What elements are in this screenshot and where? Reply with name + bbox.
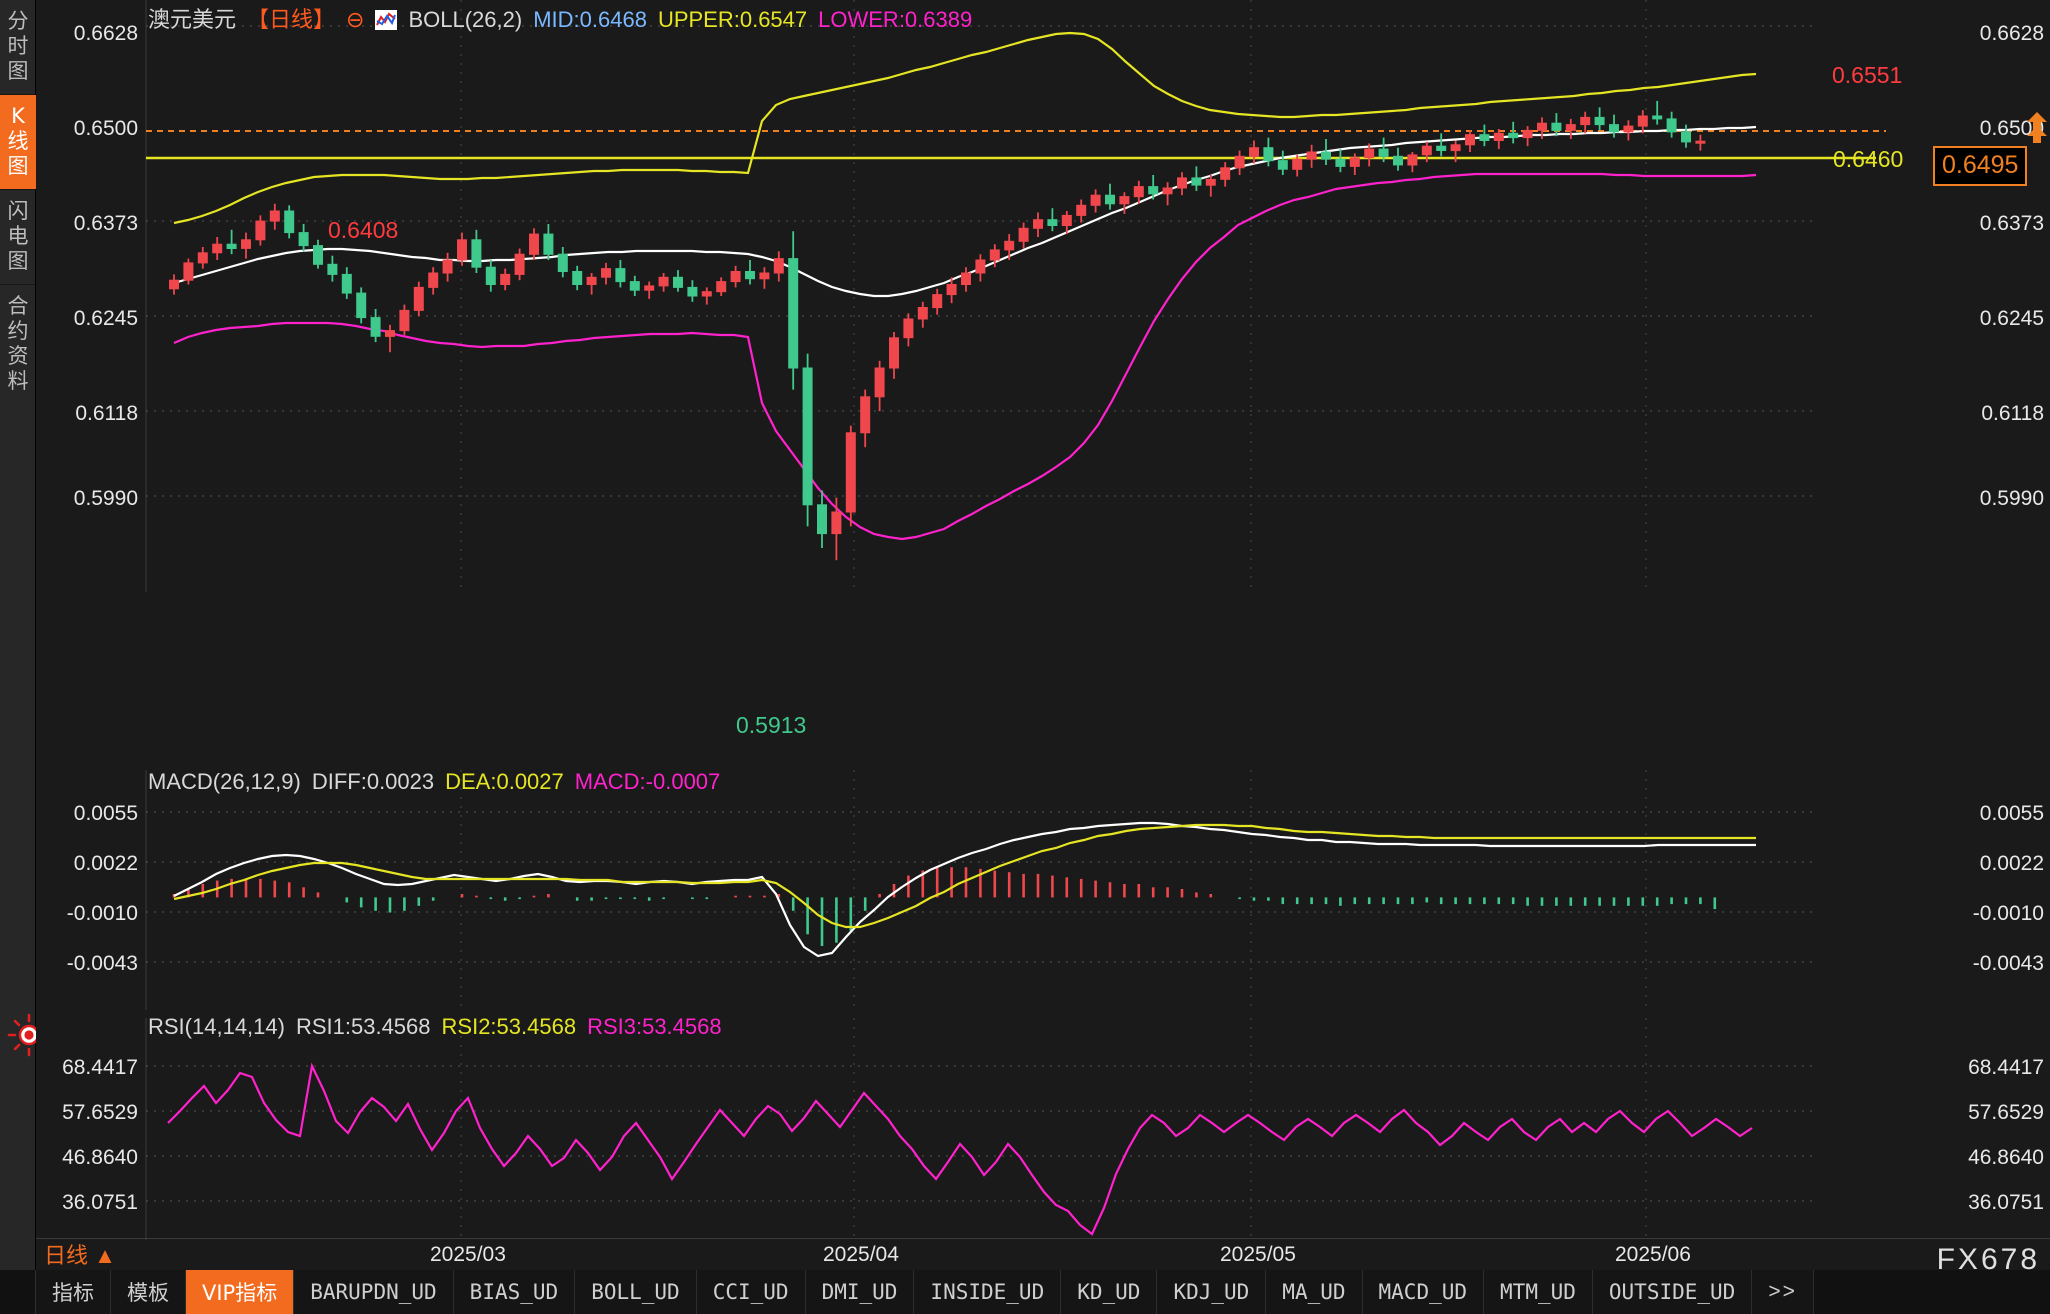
annotation-period-high: 0.6551 (1832, 62, 1903, 88)
macd-axis-label-right: 0.0022 (1979, 852, 2044, 875)
toolbar-btn-mtm-ud[interactable]: MTM_UD (1484, 1270, 1593, 1314)
toolbar-spacer (0, 1270, 36, 1314)
rsi-panel[interactable]: RSI(14,14,14) RSI1:53.4568 RSI2:53.4568 RSI… (36, 1014, 2050, 1240)
annotation-swing-low: 0.5913 (736, 712, 807, 738)
sidebar-item-contract-info[interactable]: 合约资料 (7, 294, 29, 393)
macd-value: MACD:-0.0007 (574, 769, 721, 794)
date-axis-label: 2025/05 (1220, 1243, 1296, 1266)
price-axis-label: 0.6373 (73, 212, 138, 235)
boll-upper-price-tag: 0.6460 (1833, 146, 1904, 172)
toolbar-btn-inside-ud[interactable]: INSIDE_UD (914, 1270, 1062, 1314)
period-label: 【日线】 (247, 7, 336, 32)
toolbar-btn-ma-ud[interactable]: MA_UD (1266, 1270, 1363, 1314)
toolbar-btn-cci-ud[interactable]: CCI_UD (696, 1270, 806, 1314)
boll-mid-value: MID:0.6468 (533, 7, 647, 32)
macd-axis-label-right: -0.0010 (1972, 902, 2044, 925)
annotation-swing-high: 0.6408 (328, 217, 399, 243)
period-tag[interactable]: 日线 ▲ (44, 1243, 116, 1268)
price-up-arrow-icon (2027, 112, 2047, 143)
price-plot[interactable] (36, 0, 2050, 592)
indicator-toolbar: 指标 模板 VIP指标 BARUPDN_UD BIAS_UD BOLL_UD C… (0, 1270, 2050, 1314)
sidebar-item-candlestick-chart[interactable]: K线图 (0, 95, 36, 189)
price-axis-label-right: 0.5990 (1979, 487, 2044, 510)
boll-name: BOLL(26,2) (408, 7, 523, 32)
toolbar-btn-boll-ud[interactable]: BOLL_UD (575, 1270, 697, 1314)
price-axis-label: 0.6118 (75, 402, 138, 425)
rsi-axis-label-right: 68.4417 (1968, 1056, 2044, 1079)
macd-histogram (172, 867, 1717, 946)
toolbar-btn-kdj-ud[interactable]: KDJ_UD (1157, 1270, 1267, 1314)
toolbar-btn-template[interactable]: 模板 (111, 1270, 186, 1314)
macd-axis-label: -0.0010 (66, 902, 138, 925)
macd-legend: MACD(26,12,9) DIFF:0.0023 DEA:0.0027 MACD:-… (148, 769, 731, 795)
toolbar-btn-outside-ud[interactable]: OUTSIDE_UD (1592, 1270, 1753, 1314)
rsi3-value: RSI3:53.4568 (587, 1014, 722, 1039)
macd-title: MACD(26,12,9) (148, 769, 301, 794)
macd-panel[interactable]: MACD(26,12,9) DIFF:0.0023 DEA:0.0027 MACD:-… (36, 769, 2050, 1010)
chart-stage[interactable]: 0.6628 0.6500 0.6373 0.6245 0.6118 0.599… (36, 0, 2050, 1314)
indicator-icon[interactable] (375, 10, 398, 30)
left-sidebar: 分时图 K线图 闪电图 合约资料 (0, 0, 36, 1270)
date-axis-label: 2025/04 (823, 1243, 899, 1266)
sidebar-item-timeshare-chart[interactable]: 分时图 (7, 9, 29, 83)
macd-plot[interactable] (36, 770, 2050, 1010)
price-axis-label: 0.6500 (73, 117, 138, 140)
rsi-axis-label-right: 46.8640 (1968, 1146, 2044, 1169)
date-axis: 2025/03 2025/04 2025/05 2025/06 (36, 1238, 2050, 1270)
boll-upper-value: UPPER:0.6547 (657, 7, 808, 32)
sidebar-divider (0, 284, 35, 285)
toolbar-btn-kd-ud[interactable]: KD_UD (1061, 1270, 1158, 1314)
toolbar-btn-bias-ud[interactable]: BIAS_UD (453, 1270, 576, 1314)
price-axis-label-right: 0.6245 (1979, 307, 2044, 330)
current-price-tag[interactable]: 0.6495 (1933, 146, 2028, 186)
date-axis-label: 2025/06 (1615, 1243, 1691, 1266)
rsi-plot[interactable] (36, 1018, 2050, 1240)
macd-axis-label-right: -0.0043 (1972, 952, 2044, 975)
price-axis-label-right: 0.6500 (1979, 117, 2044, 140)
macd-axis-label: 0.0055 (73, 802, 138, 825)
toolbar-btn-vip[interactable]: VIP指标 (186, 1270, 295, 1314)
toolbar-btn-scroll-more[interactable]: >> (1752, 1270, 1814, 1314)
rsi-axis-label: 68.4417 (62, 1056, 138, 1079)
sidebar-item-lightning-chart[interactable]: 闪电图 (7, 199, 29, 273)
period-toggle-icon[interactable]: ⊖ (346, 7, 365, 32)
price-axis-label-right: 0.6118 (1981, 402, 2044, 425)
rsi2-value: RSI2:53.4568 (441, 1014, 577, 1039)
rsi-axis-label: 57.6529 (62, 1101, 138, 1124)
macd-axis-label-right: 0.0055 (1979, 802, 2044, 825)
macd-axis-label: -0.0043 (66, 952, 138, 975)
price-panel[interactable]: 0.6628 0.6500 0.6373 0.6245 0.6118 0.599… (36, 0, 2050, 592)
boll-lower-value: LOWER:0.6389 (818, 7, 973, 32)
toolbar-btn-barupdn-ud[interactable]: BARUPDN_UD (294, 1270, 454, 1314)
rsi-axis-label: 36.0751 (62, 1191, 138, 1214)
symbol-label: 澳元美元 (148, 7, 237, 32)
toolbar-btn-indicator[interactable]: 指标 (36, 1270, 111, 1314)
macd-diff-value: DIFF:0.0023 (311, 769, 435, 794)
candlestick-series (169, 100, 1706, 561)
price-legend: 澳元美元 【日线】 ⊖ BOLL(26,2) MID:0.6468 UPPER:0.65… (148, 2, 983, 34)
price-axis-label: 0.6245 (73, 307, 138, 330)
price-axis-label-right: 0.6373 (1979, 212, 2044, 235)
rsi-axis-label-right: 36.0751 (1968, 1191, 2044, 1214)
rsi-title: RSI(14,14,14) (148, 1014, 285, 1039)
date-axis-label: 2025/03 (430, 1243, 506, 1266)
sidebar-divider (0, 94, 35, 95)
price-axis-label: 0.5990 (73, 487, 138, 510)
sidebar-divider (0, 189, 35, 190)
rsi-legend: RSI(14,14,14) RSI1:53.4568 RSI2:53.4568 RSI… (148, 1014, 733, 1040)
rsi-axis-label: 46.8640 (62, 1146, 138, 1169)
macd-axis-label: 0.0022 (73, 852, 138, 875)
toolbar-btn-dmi-ud[interactable]: DMI_UD (805, 1270, 915, 1314)
macd-dea-value: DEA:0.0027 (445, 769, 564, 794)
toolbar-btn-macd-ud[interactable]: MACD_UD (1362, 1270, 1485, 1314)
price-axis-label-right: 0.6628 (1979, 22, 2044, 45)
price-axis-label: 0.6628 (73, 22, 138, 45)
rsi-axis-label-right: 57.6529 (1968, 1101, 2044, 1124)
rsi1-value: RSI1:53.4568 (295, 1014, 431, 1039)
